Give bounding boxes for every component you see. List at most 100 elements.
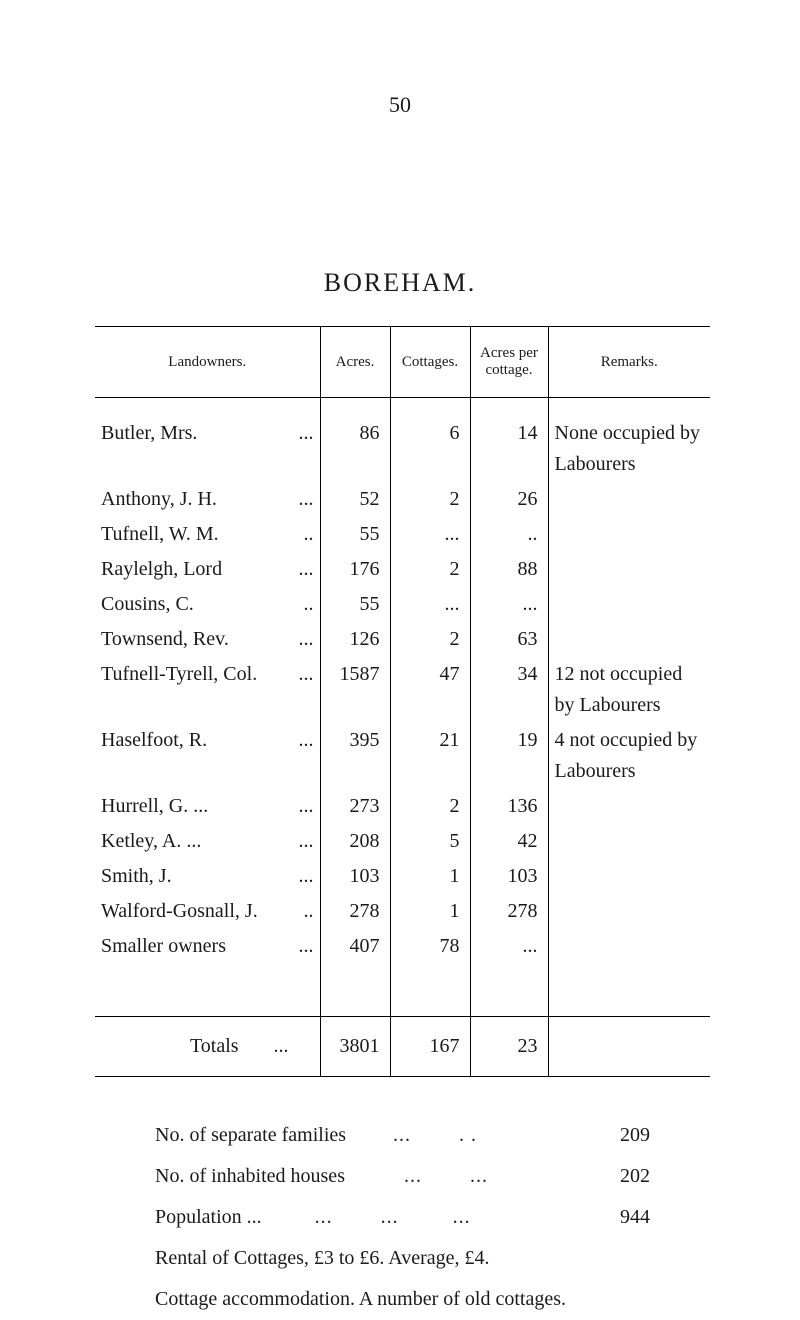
stat-accommodation: Cottage accommodation. A number of old c… [155, 1279, 650, 1320]
cell-acres-per-cottage: ... [470, 929, 548, 964]
cell-landowner: Hurrell, G. ...... [95, 789, 320, 824]
totals-dots: ... [274, 1035, 289, 1057]
cell-landowner: Walford-Gosnall, J... [95, 894, 320, 929]
cell-landowner: Ketley, A. ...... [95, 824, 320, 859]
cell-remarks [548, 789, 710, 824]
cell-cottages: 2 [390, 552, 470, 587]
table-row: Ketley, A. ......208542 [95, 824, 710, 859]
table-row: Anthony, J. H....52226 [95, 482, 710, 517]
col-acres-per-cottage: Acres per cottage. [470, 327, 548, 398]
cell-acres-per-cottage: 278 [470, 894, 548, 929]
table-row: Haselfoot, R....39521194 not occupied by… [95, 723, 710, 789]
cell-remarks [548, 482, 710, 517]
cell-cottages: 21 [390, 723, 470, 789]
cell-acres: 278 [320, 894, 390, 929]
cell-landowner: Anthony, J. H.... [95, 482, 320, 517]
cell-landowner: Townsend, Rev.... [95, 622, 320, 657]
totals-row: Totals ... 3801 167 23 [95, 1016, 710, 1076]
cell-acres-per-cottage: 14 [470, 416, 548, 482]
cell-cottages: 5 [390, 824, 470, 859]
landowners-table: Landowners. Acres. Cottages. Acres per c… [95, 326, 710, 1077]
cell-acres: 273 [320, 789, 390, 824]
cell-cottages: ... [390, 517, 470, 552]
cell-acres-per-cottage: 103 [470, 859, 548, 894]
cell-acres: 86 [320, 416, 390, 482]
col-landowners: Landowners. [95, 327, 320, 398]
table-header-row: Landowners. Acres. Cottages. Acres per c… [95, 327, 710, 398]
cell-acres-per-cottage: 88 [470, 552, 548, 587]
col-cottages: Cottages. [390, 327, 470, 398]
totals-label: Totals ... [95, 1016, 320, 1076]
table-row: Raylelgh, Lord...176288 [95, 552, 710, 587]
table-row: Tufnell-Tyrell, Col....1587473412 not oc… [95, 657, 710, 723]
stat-population: Population ... ... ... ... 944 [155, 1197, 650, 1238]
cell-acres: 1587 [320, 657, 390, 723]
cell-acres: 55 [320, 517, 390, 552]
cell-remarks [548, 587, 710, 622]
cell-landowner: Tufnell-Tyrell, Col.... [95, 657, 320, 723]
stat-value: 209 [620, 1115, 650, 1156]
cell-landowner: Cousins, C... [95, 587, 320, 622]
stat-separate-families: No. of separate families ... . . 209 [155, 1115, 650, 1156]
cell-remarks [548, 824, 710, 859]
cell-remarks [548, 622, 710, 657]
cell-acres-per-cottage: ... [470, 587, 548, 622]
cell-landowner: Haselfoot, R.... [95, 723, 320, 789]
totals-remarks [548, 1016, 710, 1076]
cell-acres-per-cottage: 42 [470, 824, 548, 859]
table-row: Walford-Gosnall, J...2781278 [95, 894, 710, 929]
cell-acres-per-cottage: .. [470, 517, 548, 552]
cell-acres-per-cottage: 34 [470, 657, 548, 723]
cell-remarks: None occupied by Labourers [548, 416, 710, 482]
cell-acres: 395 [320, 723, 390, 789]
cell-landowner: Butler, Mrs.... [95, 416, 320, 482]
table-body: Butler, Mrs....86614None occupied by Lab… [95, 398, 710, 1017]
table-row: Butler, Mrs....86614None occupied by Lab… [95, 416, 710, 482]
stat-label: Population ... ... ... ... [155, 1197, 471, 1238]
cell-acres: 407 [320, 929, 390, 964]
cell-acres: 103 [320, 859, 390, 894]
cell-acres-per-cottage: 63 [470, 622, 548, 657]
stat-value: 202 [620, 1156, 650, 1197]
table: Landowners. Acres. Cottages. Acres per c… [95, 326, 710, 1077]
totals-cottages: 167 [390, 1016, 470, 1076]
cell-acres-per-cottage: 26 [470, 482, 548, 517]
cell-acres: 176 [320, 552, 390, 587]
cell-remarks [548, 517, 710, 552]
cell-landowner: Tufnell, W. M... [95, 517, 320, 552]
cell-landowner: Smith, J.... [95, 859, 320, 894]
table-row: Tufnell, W. M...55..... [95, 517, 710, 552]
cell-cottages: 47 [390, 657, 470, 723]
page-number: 50 [0, 0, 800, 118]
cell-acres: 208 [320, 824, 390, 859]
cell-remarks: 12 not occupied by Labourers [548, 657, 710, 723]
page: 50 BOREHAM. Landowners. Acres. Cottages.… [0, 0, 800, 1320]
summary-block: No. of separate families ... . . 209 No.… [155, 1115, 650, 1320]
cell-cottages: ... [390, 587, 470, 622]
cell-cottages: 2 [390, 622, 470, 657]
col-acres: Acres. [320, 327, 390, 398]
table-row: Hurrell, G. ......2732136 [95, 789, 710, 824]
totals-acres: 3801 [320, 1016, 390, 1076]
cell-acres-per-cottage: 19 [470, 723, 548, 789]
col-remarks: Remarks. [548, 327, 710, 398]
cell-cottages: 6 [390, 416, 470, 482]
cell-landowner: Raylelgh, Lord... [95, 552, 320, 587]
totals-acres-per-cottage: 23 [470, 1016, 548, 1076]
stat-rental: Rental of Cottages, £3 to £6. Average, £… [155, 1238, 650, 1279]
cell-remarks [548, 894, 710, 929]
stat-label: No. of inhabited houses ... ... [155, 1156, 488, 1197]
stat-label: No. of separate families ... . . [155, 1115, 477, 1156]
cell-cottages: 78 [390, 929, 470, 964]
table-row: Cousins, C...55...... [95, 587, 710, 622]
cell-cottages: 2 [390, 789, 470, 824]
cell-acres: 52 [320, 482, 390, 517]
cell-landowner: Smaller owners... [95, 929, 320, 964]
cell-remarks: 4 not occupied by Labourers [548, 723, 710, 789]
cell-cottages: 2 [390, 482, 470, 517]
cell-remarks [548, 552, 710, 587]
cell-acres-per-cottage: 136 [470, 789, 548, 824]
cell-remarks [548, 859, 710, 894]
table-row: Townsend, Rev....126263 [95, 622, 710, 657]
cell-cottages: 1 [390, 894, 470, 929]
